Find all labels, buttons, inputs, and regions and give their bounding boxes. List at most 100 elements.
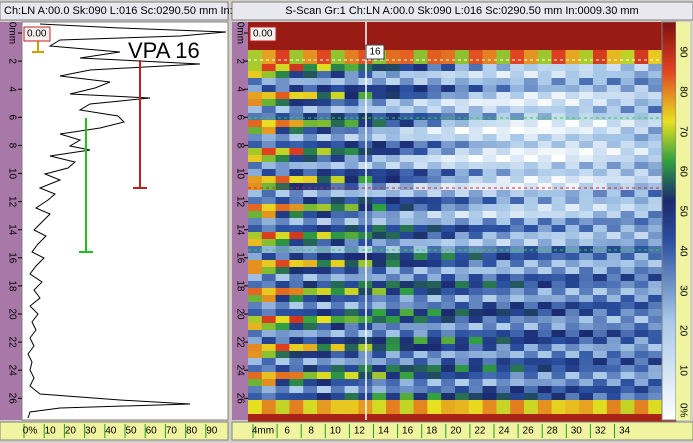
- heat-cell: [441, 260, 456, 268]
- heat-cell: [634, 99, 649, 107]
- heat-cell: [399, 330, 415, 338]
- index-label: 20: [450, 426, 462, 437]
- heat-cell: [468, 204, 484, 212]
- heat-cell: [330, 50, 346, 58]
- heat-cell: [524, 414, 539, 422]
- heat-cell: [413, 71, 428, 79]
- heat-cell: [593, 92, 608, 100]
- heat-cell: [620, 274, 635, 282]
- heat-cell: [427, 120, 442, 128]
- heat-cell: [289, 281, 304, 289]
- gate-label: 0.00: [253, 29, 273, 40]
- heat-cell: [579, 113, 594, 121]
- heat-cell: [510, 358, 525, 366]
- heat-cell: [593, 134, 608, 142]
- heat-cell: [248, 71, 263, 79]
- heat-cell: [468, 309, 484, 317]
- heat-cell: [441, 183, 456, 191]
- heat-cell: [330, 141, 346, 149]
- heat-cell: [496, 183, 511, 191]
- heat-cell: [317, 127, 332, 135]
- heat-cell: [482, 365, 497, 373]
- a-scan-panel: Ch:LN A:00.0 Sk:090 L:016 Sc:0290.50 mm …: [0, 1, 233, 441]
- heat-cell: [261, 302, 277, 310]
- heat-cell: [565, 330, 580, 338]
- heat-cell: [496, 127, 511, 135]
- color-scale-label: 90: [677, 46, 688, 58]
- heat-cell: [386, 288, 401, 296]
- a-scan-header: Ch:LN A:00.0 Sk:090 L:016 Sc:0290.50 mm …: [4, 5, 233, 17]
- heat-cell: [634, 414, 649, 422]
- heat-cell: [330, 281, 346, 289]
- heat-cell: [482, 71, 497, 79]
- heat-cell: [372, 71, 387, 79]
- heat-cell: [289, 253, 304, 261]
- heat-cell: [399, 260, 415, 268]
- heat-cell: [344, 29, 359, 37]
- heat-cell: [317, 176, 332, 184]
- heat-cell: [565, 260, 580, 268]
- heat-cell: [275, 351, 290, 359]
- heat-cell: [248, 197, 263, 205]
- heat-cell: [413, 22, 428, 30]
- heat-cell: [248, 316, 263, 324]
- heat-cell: [261, 407, 277, 415]
- heat-cell: [482, 43, 497, 51]
- heat-cell: [468, 253, 484, 261]
- heat-cell: [248, 337, 263, 345]
- heat-cell: [496, 36, 511, 44]
- heat-cell: [399, 78, 415, 86]
- heat-cell: [496, 43, 511, 51]
- index-label: 30: [571, 426, 583, 437]
- heat-cell: [399, 267, 415, 275]
- heat-cell: [248, 155, 263, 163]
- heat-cell: [372, 127, 387, 135]
- heat-cell: [344, 267, 359, 275]
- heat-cell: [593, 253, 608, 261]
- heat-cell: [344, 155, 359, 163]
- heat-cell: [537, 36, 553, 44]
- heat-cell: [441, 330, 456, 338]
- heat-cell: [468, 414, 484, 422]
- heat-cell: [303, 120, 318, 128]
- heat-cell: [565, 302, 580, 310]
- heat-cell: [248, 302, 263, 310]
- heat-cell: [372, 358, 387, 366]
- heat-cell: [427, 71, 442, 79]
- heat-cell: [620, 323, 635, 331]
- heat-cell: [386, 190, 401, 198]
- heat-cell: [248, 330, 263, 338]
- heat-cell: [441, 78, 456, 86]
- heat-cell: [620, 64, 635, 72]
- heat-cell: [524, 274, 539, 282]
- heat-cell: [344, 36, 359, 44]
- heat-cell: [248, 365, 263, 373]
- heat-cell: [303, 351, 318, 359]
- heat-cell: [386, 113, 401, 121]
- heat-cell: [330, 407, 346, 415]
- heat-cell: [455, 253, 470, 261]
- heat-cell: [427, 323, 442, 331]
- heat-cell: [606, 344, 622, 352]
- cursor-label-box: [365, 44, 385, 60]
- heat-cell: [427, 57, 442, 65]
- heat-cell: [303, 302, 318, 310]
- heat-cell: [344, 316, 359, 324]
- heat-cell: [482, 281, 497, 289]
- heat-cell: [468, 246, 484, 254]
- heat-cell: [606, 274, 622, 282]
- heat-cell: [441, 50, 456, 58]
- heat-cell: [551, 288, 566, 296]
- heat-cell: [344, 253, 359, 261]
- heat-cell: [330, 127, 346, 135]
- index-label: 4mm: [252, 426, 274, 437]
- heat-cell: [441, 99, 456, 107]
- heat-cell: [565, 141, 580, 149]
- heat-cell: [606, 92, 622, 100]
- heat-cell: [261, 295, 277, 303]
- heat-cell: [427, 316, 442, 324]
- heat-cell: [510, 64, 525, 72]
- heat-cell: [524, 400, 539, 408]
- heat-cell: [593, 204, 608, 212]
- heat-cell: [399, 36, 415, 44]
